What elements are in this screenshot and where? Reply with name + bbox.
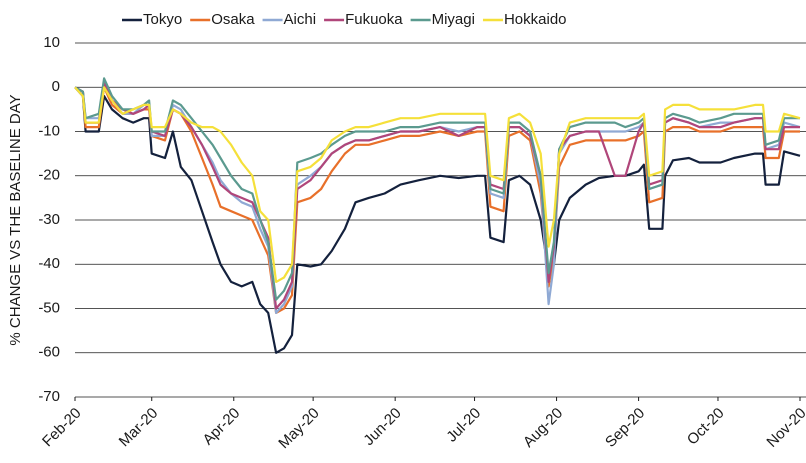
y-tick-label: -20 <box>38 167 60 184</box>
y-tick-label: -60 <box>38 344 60 361</box>
legend-label: Aichi <box>284 11 317 28</box>
y-tick-label: -70 <box>38 388 60 405</box>
x-tick-label: Jun-20 <box>360 405 404 449</box>
y-tick-label: -30 <box>38 211 60 228</box>
x-tick-label: May-20 <box>275 405 322 452</box>
legend-label: Fukuoka <box>345 11 403 28</box>
legend-label: Osaka <box>211 11 255 28</box>
y-tick-label: -40 <box>38 255 60 272</box>
x-tick-label: Sep-20 <box>602 405 648 451</box>
x-tick-label: Feb-20 <box>39 405 85 451</box>
x-tick-label: Oct-20 <box>684 405 728 449</box>
y-axis-label: % CHANGE VS THE BASELINE DAY <box>7 94 24 345</box>
y-tick-label: -10 <box>38 122 60 139</box>
legend-label: Hokkaido <box>504 11 567 28</box>
x-tick-label: Aug-20 <box>520 405 566 451</box>
x-tick-label: Apr-20 <box>200 405 244 449</box>
series-line <box>74 86 800 314</box>
x-tick-label: Jul-20 <box>443 405 484 446</box>
y-tick-label: 10 <box>43 34 60 51</box>
legend-label: Tokyo <box>143 11 182 28</box>
x-tick-label: Mar-20 <box>116 405 162 451</box>
series-line <box>74 86 801 354</box>
series-line <box>74 77 800 301</box>
x-tick-label: Nov-20 <box>763 405 806 451</box>
legend-label: Miyagi <box>432 11 475 28</box>
y-tick-label: -50 <box>38 299 60 316</box>
series-line <box>74 86 801 283</box>
y-tick-label: 0 <box>52 78 60 95</box>
